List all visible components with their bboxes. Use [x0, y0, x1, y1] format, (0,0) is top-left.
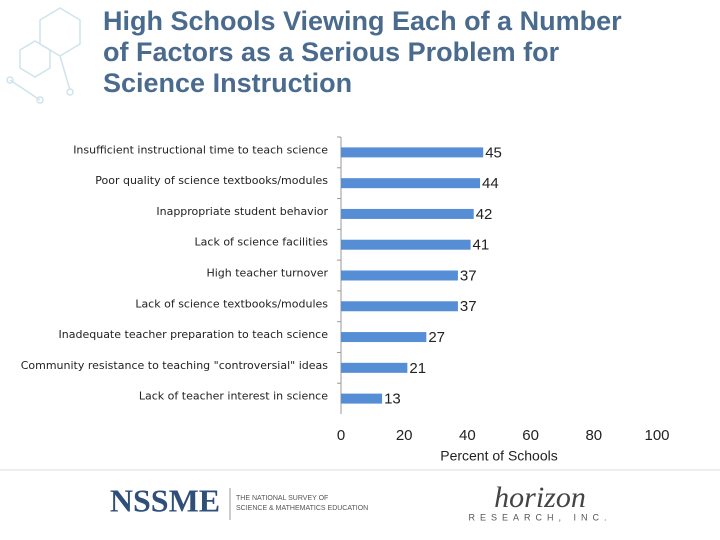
value-label: 37 — [460, 267, 477, 284]
bar — [341, 301, 458, 312]
logo-text: THE NATIONAL SURVEY OF — [236, 495, 328, 502]
value-label: 13 — [384, 391, 401, 408]
value-label: 45 — [485, 144, 502, 161]
category-label: Lack of teacher interest in science — [139, 390, 328, 403]
category-label: Lack of science textbooks/modules — [135, 297, 328, 310]
category-label: Lack of science facilities — [195, 236, 329, 249]
category-label: Insufficient instructional time to teach… — [73, 143, 328, 156]
bar — [341, 147, 484, 158]
x-tick-label: 80 — [585, 427, 602, 444]
decoration — [6, 7, 81, 104]
category-label: Community resistance to teaching "contro… — [21, 359, 329, 372]
bar — [341, 393, 383, 404]
bar — [341, 270, 458, 281]
bar — [341, 239, 471, 250]
title: High Schools Viewing Each of a Number of… — [103, 6, 622, 98]
x-tick-label: 0 — [337, 427, 345, 444]
x-tick-label: 40 — [459, 427, 476, 444]
category-label: Poor quality of science textbooks/module… — [95, 174, 328, 187]
category-label: High teacher turnover — [206, 267, 328, 280]
partner-logo: horizon — [494, 481, 586, 514]
value-label: 44 — [482, 175, 499, 192]
logo: NSSME — [110, 482, 220, 518]
x-tick-label: 100 — [644, 427, 669, 444]
bar — [341, 362, 408, 373]
category-label: Inadequate teacher preparation to teach … — [59, 328, 329, 341]
partner-text: RESEARCH, INC. — [468, 512, 611, 522]
bar — [341, 208, 474, 219]
value-label: 41 — [473, 237, 490, 254]
logo-text: SCIENCE & MATHEMATICS EDUCATION — [236, 505, 368, 512]
category-label: Inappropriate student behavior — [156, 205, 328, 218]
bar — [341, 332, 427, 343]
value-label: 21 — [409, 360, 426, 377]
value-label: 42 — [476, 206, 493, 223]
x-tick-label: 20 — [396, 427, 413, 444]
x-tick-label: 60 — [522, 427, 539, 444]
bar — [341, 178, 481, 189]
value-label: 27 — [428, 329, 445, 346]
value-label: 37 — [460, 298, 477, 315]
x-axis-title: Percent of Schools — [440, 448, 558, 464]
